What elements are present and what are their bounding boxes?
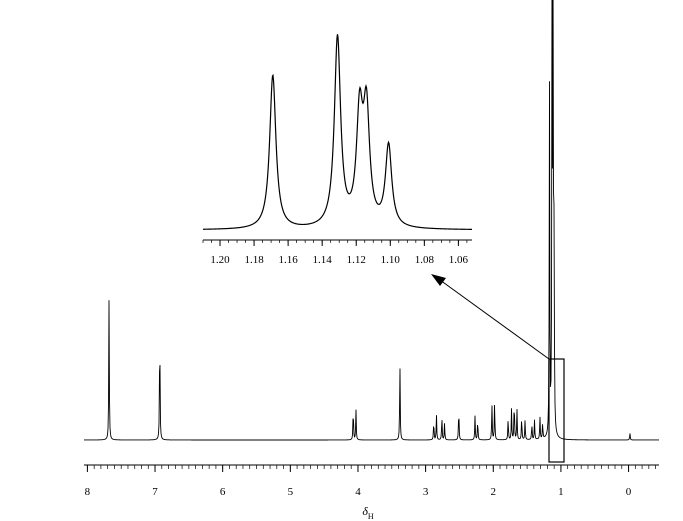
inset-x-axis-tick-labels: 1.20 1.18 1.16 1.14 1.12 1.10 1.08 1.06 bbox=[210, 254, 468, 266]
main-tick-label: 4 bbox=[355, 486, 361, 498]
main-tick-label: 2 bbox=[491, 486, 497, 498]
main-tick-label: 8 bbox=[85, 486, 91, 498]
inset-tick-label: 1.20 bbox=[210, 254, 230, 266]
main-tick-label: 1 bbox=[558, 486, 564, 498]
main-x-axis-tick-labels: 8 7 6 5 4 3 2 1 0 bbox=[85, 486, 632, 498]
inset-tick-label: 1.06 bbox=[449, 254, 469, 266]
zoom-region-box bbox=[548, 358, 565, 463]
main-x-axis-title: δH bbox=[362, 504, 374, 521]
inset-tick-label: 1.18 bbox=[244, 254, 264, 266]
inset-tick-label: 1.08 bbox=[415, 254, 435, 266]
main-tick-label: 0 bbox=[626, 486, 632, 498]
inset-tick-label: 1.10 bbox=[381, 254, 401, 266]
zoom-arrow-line bbox=[439, 279, 550, 360]
inset-spectrum-chart: 1.20 1.18 1.16 1.14 1.12 1.10 1.08 1.06 bbox=[202, 34, 472, 266]
main-spectrum-trace bbox=[84, 0, 660, 441]
main-tick-label: 6 bbox=[220, 486, 226, 498]
x-axis-symbol: δ bbox=[362, 504, 368, 518]
inset-tick-label: 1.14 bbox=[313, 254, 333, 266]
zoom-arrow-head bbox=[431, 274, 446, 286]
main-tick-label: 5 bbox=[288, 486, 294, 498]
main-tick-label: 3 bbox=[423, 486, 429, 498]
inset-tick-label: 1.16 bbox=[279, 254, 299, 266]
main-tick-label: 7 bbox=[152, 486, 158, 498]
inset-tick-label: 1.12 bbox=[347, 254, 366, 266]
main-x-axis-ticks bbox=[86, 465, 656, 472]
inset-x-axis-ticks bbox=[202, 240, 468, 246]
x-axis-subscript: H bbox=[368, 512, 374, 521]
inset-spectrum-trace bbox=[202, 34, 472, 230]
main-spectrum-chart: 8 7 6 5 4 3 2 1 0 δH bbox=[84, 0, 660, 521]
